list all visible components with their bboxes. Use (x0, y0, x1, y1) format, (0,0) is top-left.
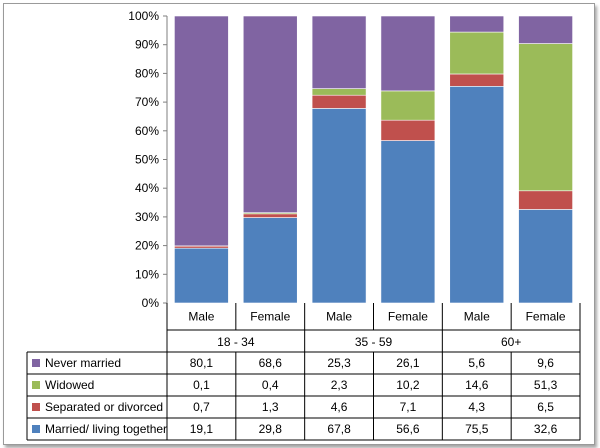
data-label: 5,6 (468, 356, 485, 370)
bar-segment-separated-or-divorced (311, 94, 367, 109)
legend-swatch (32, 403, 40, 411)
data-label: 4,3 (468, 400, 485, 414)
legend-swatch (32, 359, 40, 367)
legend-label: Separated or divorced (45, 400, 163, 414)
y-tick-label: 30% (135, 210, 159, 224)
legend-label: Married/ living together (45, 422, 167, 436)
category-label: Male (326, 310, 352, 324)
data-label: 26,1 (396, 356, 420, 370)
group-label: 60+ (501, 335, 521, 349)
bar-segment-widowed (449, 31, 505, 75)
bar-segment-widowed (311, 88, 367, 96)
data-label: 14,6 (465, 378, 489, 392)
bar-segment-never-married (174, 15, 229, 247)
y-tick-label: 50% (135, 153, 159, 167)
data-label: 80,1 (190, 356, 214, 370)
data-label: 29,8 (259, 422, 283, 436)
bar-segment-never-married (380, 15, 436, 92)
data-label: 7,1 (400, 400, 417, 414)
bar-segment-widowed (518, 43, 573, 192)
category-label: Male (464, 310, 490, 324)
data-label: 6,5 (537, 400, 554, 414)
bar-segment-married-living-together (242, 217, 298, 304)
legend-label: Never married (45, 356, 121, 370)
category-label: Female (526, 310, 566, 324)
bar-segment-widowed (380, 90, 436, 121)
data-label: 75,5 (465, 422, 489, 436)
data-label: 0,1 (193, 378, 210, 392)
y-tick-label: 10% (135, 267, 159, 281)
bar-segment-married-living-together (311, 108, 367, 304)
data-label: 10,2 (396, 378, 420, 392)
data-label: 68,6 (259, 356, 283, 370)
y-tick-label: 80% (135, 66, 159, 80)
y-tick-label: 40% (135, 181, 159, 195)
group-label: 18 - 34 (217, 335, 255, 349)
bar-segment-separated-or-divorced (518, 190, 573, 210)
data-label: 4,6 (331, 400, 348, 414)
data-label: 32,6 (534, 422, 558, 436)
bar-segment-separated-or-divorced (242, 213, 298, 218)
legend-label: Widowed (45, 378, 94, 392)
bar-segment-separated-or-divorced (449, 73, 505, 87)
bar-segment-separated-or-divorced (380, 119, 436, 141)
data-label: 9,6 (537, 356, 554, 370)
bar-segment-married-living-together (380, 140, 436, 304)
bar-segment-never-married (449, 15, 505, 33)
category-label: Female (388, 310, 428, 324)
y-tick-label: 90% (135, 38, 159, 52)
bar-segment-never-married (311, 15, 367, 89)
category-label: Female (250, 310, 290, 324)
data-label: 0,7 (193, 400, 210, 414)
bar-segment-never-married (518, 15, 573, 44)
data-label: 56,6 (396, 422, 420, 436)
y-tick-label: 20% (135, 239, 159, 253)
legend-swatch (32, 381, 40, 389)
category-label: Male (188, 310, 214, 324)
y-tick-label: 0% (142, 296, 160, 310)
bar-segment-separated-or-divorced (174, 245, 229, 249)
data-label: 1,3 (262, 400, 279, 414)
data-label: 25,3 (327, 356, 351, 370)
data-label: 19,1 (190, 422, 214, 436)
y-tick-label: 70% (135, 95, 159, 109)
y-tick-label: 100% (128, 9, 159, 23)
bar-segment-married-living-together (174, 247, 229, 304)
y-tick-label: 60% (135, 124, 159, 138)
data-label: 67,8 (327, 422, 351, 436)
group-label: 35 - 59 (355, 335, 393, 349)
data-label: 2,3 (331, 378, 348, 392)
bar-segment-married-living-together (449, 86, 505, 304)
bar-segment-married-living-together (518, 209, 573, 304)
bar-segment-never-married (242, 15, 298, 213)
data-label: 51,3 (534, 378, 558, 392)
data-label: 0,4 (262, 378, 279, 392)
legend-swatch (32, 425, 40, 433)
